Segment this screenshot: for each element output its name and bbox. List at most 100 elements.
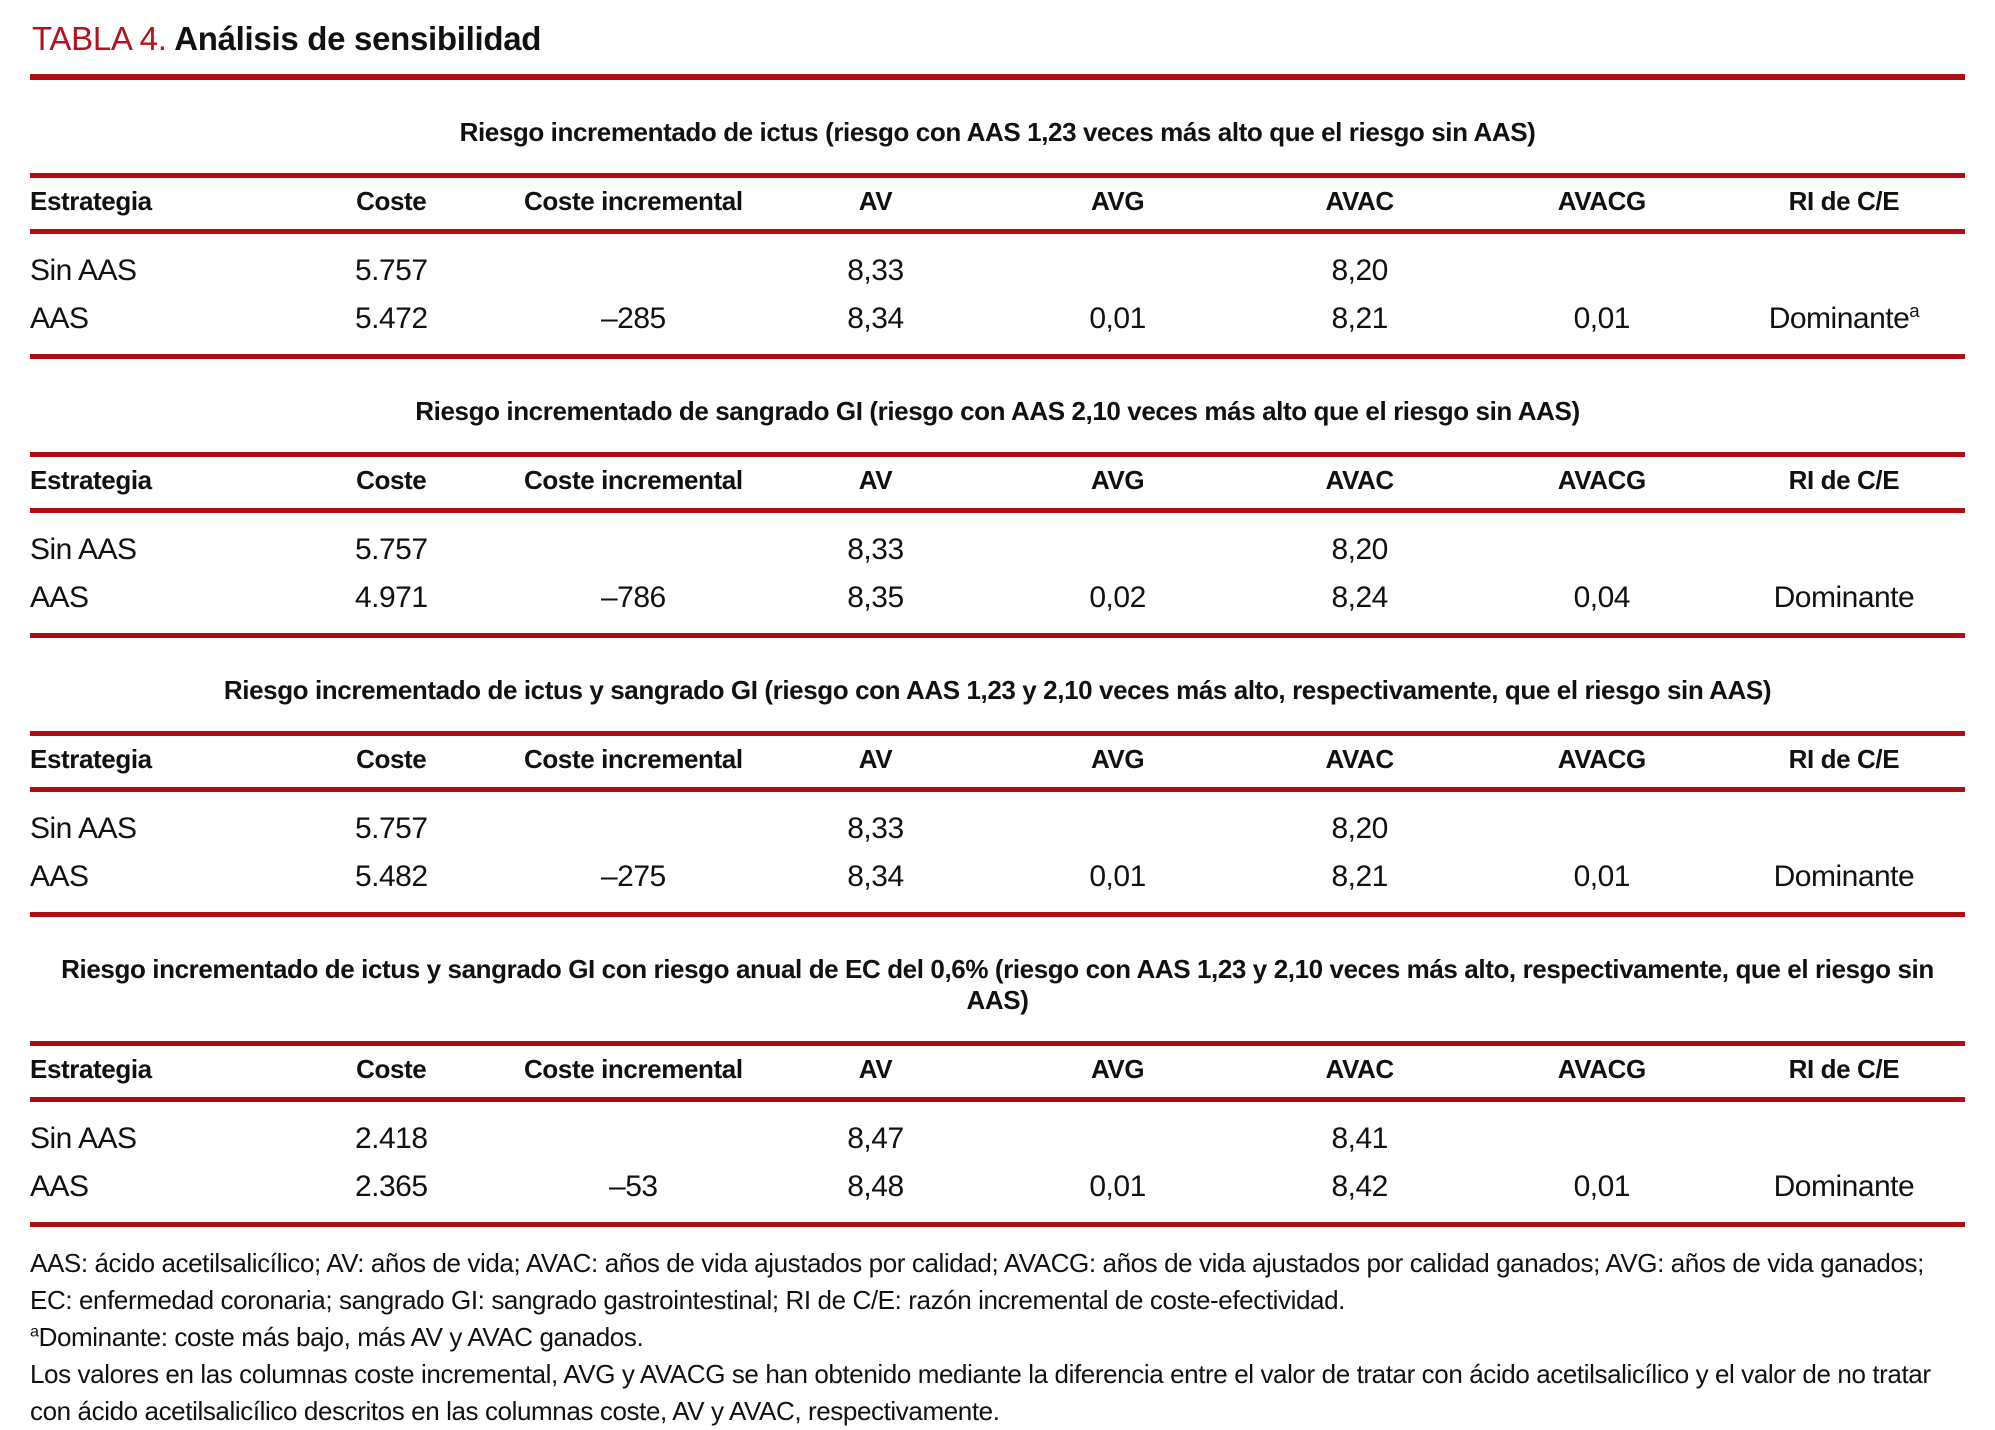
cell-ri-ce: Dominante bbox=[1773, 581, 1915, 614]
section-subtitle: Riesgo incrementado de ictus (riesgo con… bbox=[30, 77, 1965, 178]
footnote-calculation: Los valores en las columnas coste increm… bbox=[30, 1358, 1931, 1426]
footnote-marker: a bbox=[1909, 300, 1920, 321]
table-row-sin-aas: Sin AAS 5.757 8,33 8,20 bbox=[30, 511, 1965, 575]
cell-av: 8,48 bbox=[847, 1170, 904, 1203]
cell-coste-incremental: –786 bbox=[600, 581, 666, 614]
cell-coste: 5.472 bbox=[354, 302, 428, 335]
cell-avacg: 0,01 bbox=[1573, 302, 1631, 335]
cell-coste: 2.365 bbox=[354, 1170, 428, 1203]
cell-ri-ce bbox=[1723, 1100, 1965, 1164]
section-ictus-sangrado-gi-ec: Riesgo incrementado de ictus y sangrado … bbox=[30, 914, 1965, 1225]
cell-estrategia: AAS bbox=[30, 302, 89, 335]
column-header-row: Estrategia Coste Coste incremental AV AV… bbox=[30, 733, 1965, 792]
cell-avacg: 0,01 bbox=[1573, 860, 1631, 893]
cell-avg: 0,02 bbox=[1089, 581, 1146, 614]
table-title: TABLA 4. Análisis de sensibilidad bbox=[32, 20, 1965, 58]
table-row-aas: AAS 5.472 –285 8,34 0,01 8,21 0,01 Domin… bbox=[30, 295, 1965, 357]
section-subtitle-row: Riesgo incrementado de ictus y sangrado … bbox=[30, 635, 1965, 736]
table-row-sin-aas: Sin AAS 5.757 8,33 8,20 bbox=[30, 232, 1965, 296]
table-title-text: Análisis de sensibilidad bbox=[174, 20, 542, 57]
cell-coste: 2.418 bbox=[354, 1122, 428, 1155]
table-footnotes: AAS: ácido acetilsalicílico; AV: años de… bbox=[30, 1245, 1965, 1430]
col-header-avac: AVAC bbox=[1238, 454, 1481, 513]
col-header-avg: AVG bbox=[996, 175, 1239, 234]
col-header-coste: Coste bbox=[270, 175, 513, 234]
cell-estrategia: Sin AAS bbox=[30, 533, 137, 566]
col-header-ri-ce: RI de C/E bbox=[1722, 1043, 1965, 1102]
section-ictus: Riesgo incrementado de ictus (riesgo con… bbox=[30, 77, 1965, 357]
col-header-coste: Coste bbox=[270, 1043, 513, 1102]
cell-coste: 5.757 bbox=[354, 812, 428, 845]
col-header-estrategia: Estrategia bbox=[30, 1043, 271, 1102]
cell-avg bbox=[997, 511, 1239, 575]
cell-avac: 8,20 bbox=[1331, 812, 1388, 845]
col-header-coste: Coste bbox=[270, 733, 513, 792]
table-number-label: TABLA 4. bbox=[32, 20, 167, 57]
section-subtitle: Riesgo incrementado de sangrado GI (ries… bbox=[30, 356, 1965, 457]
col-header-ri-ce: RI de C/E bbox=[1722, 733, 1965, 792]
cell-avg bbox=[997, 1100, 1239, 1164]
cell-estrategia: Sin AAS bbox=[30, 812, 137, 845]
cell-coste: 5.757 bbox=[354, 533, 428, 566]
section-subtitle-row: Riesgo incrementado de sangrado GI (ries… bbox=[30, 356, 1965, 457]
col-header-avg: AVG bbox=[996, 1043, 1239, 1102]
section-subtitle-row: Riesgo incrementado de ictus y sangrado … bbox=[30, 914, 1965, 1046]
ri-ce-value: Dominante bbox=[1768, 302, 1910, 335]
footnote-dominante: aDominante: coste más bajo, más AV y AVA… bbox=[30, 1319, 1965, 1356]
cell-av: 8,33 bbox=[847, 812, 904, 845]
cell-avacg: 0,01 bbox=[1573, 1170, 1631, 1203]
cell-avac: 8,20 bbox=[1331, 533, 1388, 566]
col-header-coste-incremental: Coste incremental bbox=[512, 1043, 755, 1102]
cell-avg bbox=[997, 232, 1239, 296]
cell-avacg bbox=[1481, 511, 1723, 575]
cell-ri-ce: Dominante bbox=[1773, 860, 1915, 893]
table-row-aas: AAS 5.482 –275 8,34 0,01 8,21 0,01 Domin… bbox=[30, 853, 1965, 915]
table-row-aas: AAS 4.971 –786 8,35 0,02 8,24 0,04 Domin… bbox=[30, 574, 1965, 636]
cell-av: 8,34 bbox=[847, 860, 904, 893]
cell-ri-ce bbox=[1723, 790, 1965, 854]
section-ictus-y-sangrado-gi: Riesgo incrementado de ictus y sangrado … bbox=[30, 635, 1965, 915]
cell-ri-ce: Dominantea bbox=[1723, 295, 1965, 357]
footnote-marker: a bbox=[30, 1322, 39, 1341]
column-header-row: Estrategia Coste Coste incremental AV AV… bbox=[30, 1043, 1965, 1102]
col-header-coste-incremental: Coste incremental bbox=[512, 454, 755, 513]
cell-avacg bbox=[1481, 1100, 1723, 1164]
cell-av: 8,33 bbox=[847, 533, 904, 566]
cell-estrategia: AAS bbox=[30, 860, 89, 893]
sensitivity-analysis-table: Riesgo incrementado de ictus (riesgo con… bbox=[30, 74, 1965, 1227]
table-row-aas: AAS 2.365 –53 8,48 0,01 8,42 0,01 Domina… bbox=[30, 1163, 1965, 1225]
cell-avacg bbox=[1481, 232, 1723, 296]
cell-estrategia: Sin AAS bbox=[30, 1122, 137, 1155]
col-header-ri-ce: RI de C/E bbox=[1722, 454, 1965, 513]
cell-avg: 0,01 bbox=[1089, 302, 1146, 335]
cell-avac: 8,21 bbox=[1331, 302, 1388, 335]
cell-coste-incremental: –53 bbox=[609, 1170, 658, 1203]
col-header-av: AV bbox=[754, 175, 997, 234]
col-header-avac: AVAC bbox=[1238, 175, 1481, 234]
section-sangrado-gi: Riesgo incrementado de sangrado GI (ries… bbox=[30, 356, 1965, 636]
column-header-row: Estrategia Coste Coste incremental AV AV… bbox=[30, 454, 1965, 513]
column-header-row: Estrategia Coste Coste incremental AV AV… bbox=[30, 175, 1965, 234]
cell-estrategia: AAS bbox=[30, 581, 89, 614]
section-subtitle-row: Riesgo incrementado de ictus (riesgo con… bbox=[30, 77, 1965, 178]
cell-coste-incremental: –285 bbox=[600, 302, 666, 335]
col-header-av: AV bbox=[754, 1043, 997, 1102]
cell-coste-incremental: –275 bbox=[600, 860, 666, 893]
col-header-avacg: AVACG bbox=[1480, 175, 1723, 234]
cell-av: 8,35 bbox=[847, 581, 904, 614]
col-header-ri-ce: RI de C/E bbox=[1722, 175, 1965, 234]
col-header-avg: AVG bbox=[996, 454, 1239, 513]
col-header-av: AV bbox=[754, 733, 997, 792]
section-subtitle: Riesgo incrementado de ictus y sangrado … bbox=[30, 914, 1965, 1046]
footnote-dominante-text: Dominante: coste más bajo, más AV y AVAC… bbox=[38, 1321, 644, 1352]
cell-estrategia: AAS bbox=[30, 1170, 89, 1203]
cell-avac: 8,42 bbox=[1331, 1170, 1388, 1203]
cell-av: 8,47 bbox=[847, 1122, 904, 1155]
cell-avg: 0,01 bbox=[1089, 1170, 1146, 1203]
col-header-coste-incremental: Coste incremental bbox=[512, 733, 755, 792]
cell-av: 8,33 bbox=[847, 254, 904, 287]
cell-av: 8,34 bbox=[847, 302, 904, 335]
col-header-av: AV bbox=[754, 454, 997, 513]
section-subtitle: Riesgo incrementado de ictus y sangrado … bbox=[30, 635, 1965, 736]
